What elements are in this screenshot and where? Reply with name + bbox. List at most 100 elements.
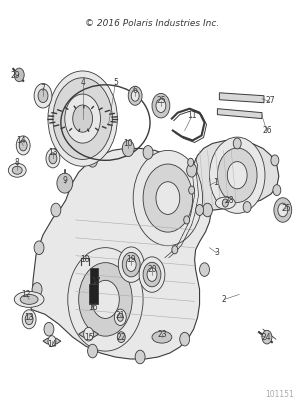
Text: 8: 8 <box>15 158 20 167</box>
Circle shape <box>273 185 281 196</box>
Circle shape <box>143 263 161 287</box>
Circle shape <box>188 158 194 166</box>
Bar <box>88 285 99 304</box>
Circle shape <box>49 153 57 164</box>
Ellipse shape <box>8 163 26 177</box>
Circle shape <box>19 140 27 151</box>
Text: 27: 27 <box>265 96 275 105</box>
Circle shape <box>133 150 203 246</box>
Text: 18: 18 <box>80 255 89 264</box>
Circle shape <box>38 89 48 102</box>
Circle shape <box>118 247 144 282</box>
Circle shape <box>274 198 292 222</box>
Circle shape <box>196 204 203 215</box>
Circle shape <box>126 258 136 271</box>
Text: 7: 7 <box>41 84 45 93</box>
Text: 4: 4 <box>80 78 85 87</box>
Circle shape <box>88 344 98 358</box>
Circle shape <box>79 263 132 336</box>
Circle shape <box>156 182 180 214</box>
Circle shape <box>156 99 166 112</box>
Text: 14: 14 <box>47 339 57 349</box>
Circle shape <box>73 105 92 132</box>
Ellipse shape <box>14 291 44 307</box>
Ellipse shape <box>57 173 73 193</box>
Circle shape <box>143 164 193 232</box>
Text: 5: 5 <box>113 78 118 87</box>
Ellipse shape <box>215 197 235 209</box>
Text: 20: 20 <box>147 265 157 274</box>
Text: 15: 15 <box>84 333 93 342</box>
Circle shape <box>88 153 98 167</box>
Circle shape <box>271 155 279 166</box>
Circle shape <box>131 90 139 101</box>
Circle shape <box>51 203 61 217</box>
Circle shape <box>14 68 24 82</box>
Circle shape <box>84 327 94 341</box>
Text: 29: 29 <box>10 71 20 80</box>
Circle shape <box>122 140 134 157</box>
Text: 16: 16 <box>88 303 97 312</box>
Text: 26: 26 <box>262 126 272 135</box>
Circle shape <box>48 71 117 166</box>
Circle shape <box>122 252 140 277</box>
Text: 17: 17 <box>92 277 101 286</box>
Text: 1: 1 <box>213 178 218 187</box>
Circle shape <box>199 263 210 276</box>
Circle shape <box>227 162 247 189</box>
Circle shape <box>135 350 145 364</box>
Circle shape <box>53 78 112 159</box>
Text: 24: 24 <box>261 333 271 342</box>
Text: 6: 6 <box>133 86 138 95</box>
Ellipse shape <box>20 294 38 304</box>
Circle shape <box>152 94 170 118</box>
Text: 21: 21 <box>116 311 125 320</box>
Polygon shape <box>79 331 99 337</box>
Circle shape <box>34 241 44 255</box>
Text: 12: 12 <box>21 290 31 299</box>
Text: 25: 25 <box>282 204 292 212</box>
Circle shape <box>172 246 178 254</box>
Text: 3: 3 <box>214 248 219 257</box>
Text: 13: 13 <box>48 148 58 157</box>
Circle shape <box>114 309 126 326</box>
Circle shape <box>22 310 36 329</box>
Circle shape <box>187 163 197 177</box>
Text: 101151: 101151 <box>265 390 294 399</box>
Polygon shape <box>193 140 279 210</box>
Circle shape <box>25 314 33 325</box>
Polygon shape <box>217 109 262 119</box>
Text: 14: 14 <box>16 136 26 145</box>
Circle shape <box>46 149 60 168</box>
Ellipse shape <box>152 331 172 343</box>
Circle shape <box>243 201 251 212</box>
Bar <box>90 268 98 285</box>
Circle shape <box>184 216 190 224</box>
Circle shape <box>117 332 125 343</box>
Text: 10: 10 <box>124 139 133 148</box>
Text: 19: 19 <box>126 255 136 264</box>
Circle shape <box>139 257 165 292</box>
Circle shape <box>16 136 30 155</box>
Circle shape <box>147 268 157 281</box>
Polygon shape <box>219 93 264 103</box>
Circle shape <box>203 203 213 217</box>
Ellipse shape <box>12 166 22 174</box>
Circle shape <box>222 199 228 207</box>
Text: 25: 25 <box>156 96 166 105</box>
Text: 9: 9 <box>62 176 67 185</box>
Circle shape <box>180 332 190 346</box>
Circle shape <box>48 336 56 347</box>
Polygon shape <box>31 148 211 359</box>
Text: 23: 23 <box>157 330 167 339</box>
Circle shape <box>34 84 52 108</box>
Text: 22: 22 <box>117 333 126 342</box>
Text: 28: 28 <box>224 196 234 204</box>
Circle shape <box>68 247 143 351</box>
Circle shape <box>44 322 54 336</box>
Text: 13: 13 <box>24 313 34 322</box>
Polygon shape <box>43 338 61 344</box>
Circle shape <box>92 280 119 319</box>
Text: 11: 11 <box>187 111 196 120</box>
Circle shape <box>210 137 265 213</box>
